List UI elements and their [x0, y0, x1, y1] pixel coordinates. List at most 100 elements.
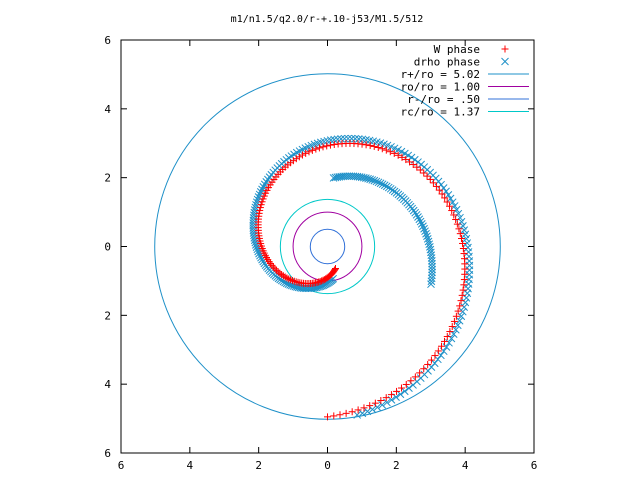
drho-phase-point — [384, 183, 393, 192]
w-phase-point — [446, 328, 454, 336]
drho-phase-point — [382, 182, 391, 191]
w-phase-point — [398, 153, 406, 161]
drho-phase-point — [450, 202, 459, 210]
w-phase-point — [285, 275, 293, 283]
drho-phase-point — [374, 178, 383, 187]
drho-phase-point — [427, 277, 436, 286]
w-phase-point — [429, 179, 437, 187]
w-phase-point — [274, 268, 282, 276]
w-phase-point — [438, 342, 446, 350]
legend-label: drho phase — [414, 56, 480, 69]
drho-phase-point — [457, 312, 466, 321]
y-tick-label: 2 — [104, 309, 111, 322]
w-phase-point — [458, 291, 466, 299]
drho-phase-point — [372, 177, 381, 186]
w-phase-point — [377, 396, 385, 404]
drho-phase-point — [428, 268, 436, 277]
w-phase-point — [427, 356, 435, 364]
w-phase-point — [255, 209, 263, 217]
w-phase-point — [326, 141, 334, 149]
x-tick-label: 2 — [255, 459, 262, 472]
w-phase-point — [434, 347, 442, 355]
w-phase-point — [362, 141, 370, 149]
drho-phase-point — [444, 191, 453, 199]
w-phase-point — [354, 406, 362, 414]
w-phase-point — [269, 263, 277, 271]
drho-phase-point — [251, 238, 260, 247]
w-phase-point — [312, 145, 320, 153]
w-phase-point — [319, 143, 327, 151]
drho-phase-point — [258, 185, 266, 194]
circle-r+ — [154, 73, 501, 420]
w-phase-point — [390, 149, 398, 157]
drho-phase-point — [459, 222, 467, 230]
w-phase-point — [459, 244, 467, 252]
w-phase-point — [308, 146, 316, 154]
drho-phase-point — [252, 243, 261, 251]
w-phase-point — [454, 307, 462, 315]
drho-phase-point — [419, 222, 427, 231]
drho-phase-point — [253, 245, 262, 254]
drho-phase-point — [414, 213, 422, 221]
drho-phase-point — [383, 398, 391, 407]
w-phase-point — [256, 204, 264, 212]
w-phase-point — [315, 144, 323, 152]
w-phase-point — [420, 169, 428, 177]
w-phase-point — [435, 186, 443, 194]
w-phase-point — [371, 399, 379, 407]
w-phase-point — [452, 215, 460, 223]
w-phase-point — [450, 211, 458, 219]
w-phase-point — [457, 297, 465, 305]
w-phase-point — [397, 384, 405, 392]
circle-ro — [292, 211, 363, 282]
w-phase-point — [260, 192, 268, 200]
w-phase-point — [298, 151, 306, 159]
drho-phase-point — [428, 256, 436, 265]
drho-phase-point — [421, 227, 429, 236]
w-phase-point — [259, 195, 267, 203]
w-phase-point — [411, 373, 419, 381]
w-phase-point — [456, 230, 464, 238]
drho-phase-point — [446, 194, 455, 203]
w-phase-point — [402, 156, 410, 164]
drho-phase-point — [378, 401, 387, 409]
drho-phase-point — [411, 208, 420, 217]
w-phase-point — [302, 149, 310, 157]
w-phase-point — [330, 412, 338, 420]
y-tick-label: 0 — [104, 241, 111, 254]
drho-phase-point — [396, 390, 405, 399]
drho-phase-point — [318, 281, 326, 290]
drho-phase-point — [448, 198, 457, 207]
x-tick-label: 4 — [462, 459, 469, 472]
w-phase-point — [446, 202, 454, 210]
w-phase-point — [281, 273, 289, 281]
drho-phase-point — [460, 303, 469, 311]
drho-phase-point — [455, 316, 464, 325]
w-phase-point — [358, 140, 366, 148]
w-phase-point — [316, 277, 324, 285]
drho-phase-point — [428, 265, 436, 274]
drho-phase-point — [256, 188, 265, 196]
w-phase-point — [409, 160, 417, 168]
w-phase-point — [453, 220, 461, 228]
legend-label: ro/ro = 1.00 — [401, 81, 480, 94]
w-phase-point — [323, 142, 331, 150]
w-phase-point — [276, 269, 284, 277]
circle-rc — [279, 198, 376, 295]
phase-points — [249, 134, 474, 421]
drho-phase-point — [501, 57, 509, 66]
drho-phase-point — [400, 387, 409, 396]
w-phase-point — [283, 274, 291, 282]
drho-phase-point — [458, 307, 467, 316]
legend-label: r-/ro = .50 — [407, 93, 480, 106]
w-phase-point — [402, 380, 410, 388]
drho-phase-point — [255, 190, 264, 199]
drho-phase-point — [364, 174, 372, 183]
w-phase-point — [426, 175, 434, 183]
w-phase-point — [387, 391, 395, 399]
w-phase-point — [450, 317, 458, 325]
w-phase-point — [448, 323, 456, 331]
w-phase-point — [393, 387, 401, 395]
